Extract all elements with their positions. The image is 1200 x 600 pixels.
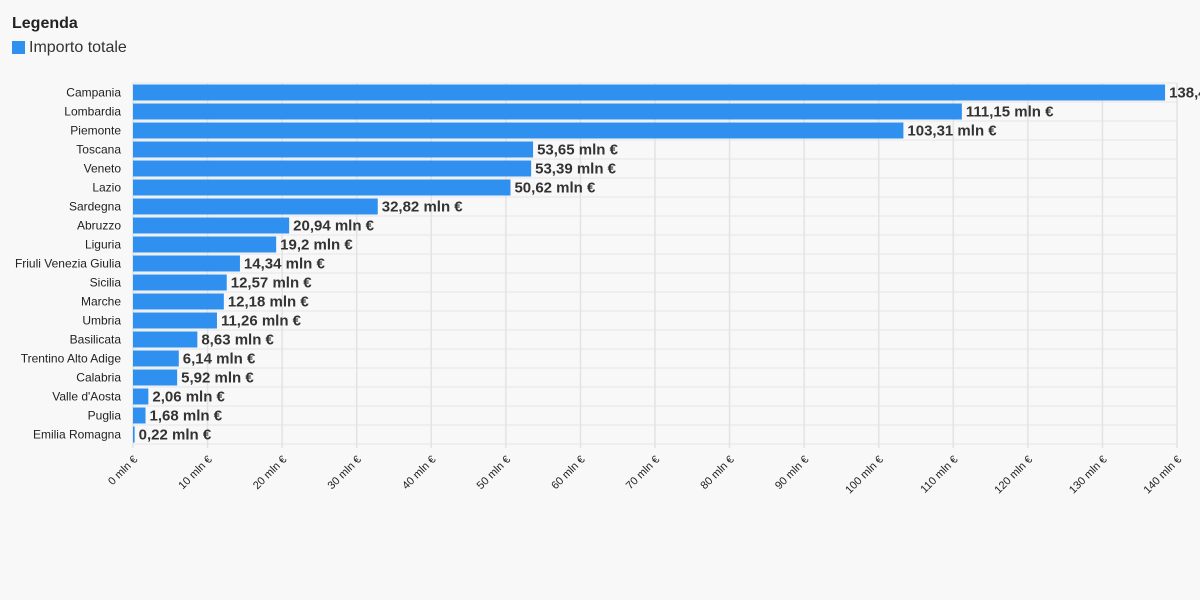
value-label: 2,06 mln € [152, 388, 225, 405]
y-tick-label: Sicilia [90, 276, 122, 290]
x-tick-label: 140 mln € [1142, 454, 1185, 497]
y-tick-label: Toscana [76, 143, 121, 157]
y-tick-label: Emilia Romagna [33, 428, 121, 442]
y-tick-label: Lombardia [64, 105, 121, 119]
bar [133, 84, 1166, 101]
value-label: 1,68 mln € [150, 407, 223, 424]
legend-swatch [12, 41, 25, 54]
bars: Campania 138,4 mln € Lombardia 111,15 mln €… [15, 84, 1200, 443]
x-tick-label: 40 mln € [400, 454, 438, 492]
x-tick-label: 20 mln € [251, 454, 289, 492]
x-tick-label: 90 mln € [773, 454, 811, 492]
bar [133, 293, 224, 310]
y-tick-label: Basilicata [70, 333, 122, 347]
y-tick-label: Calabria [76, 371, 121, 385]
legend-title: Legenda [12, 15, 78, 32]
value-label: 138,4 mln € [1169, 84, 1200, 101]
y-tick-label: Lazio [92, 181, 121, 195]
value-label: 5,92 mln € [181, 369, 254, 386]
value-label: 103,31 mln € [907, 122, 997, 139]
bar [133, 331, 198, 348]
bar [133, 141, 534, 158]
y-tick-label: Valle d'Aosta [52, 390, 121, 404]
x-tick-label: 50 mln € [475, 454, 513, 492]
bar [133, 369, 178, 386]
x-tick-label: 30 mln € [326, 454, 364, 492]
legend-label: Importo totale [29, 39, 127, 56]
value-label: 12,18 mln € [228, 293, 310, 310]
value-label: 6,14 mln € [183, 350, 256, 367]
x-tick-label: 10 mln € [176, 454, 214, 492]
y-tick-label: Sardegna [69, 200, 121, 214]
y-tick-label: Marche [81, 295, 121, 309]
bar [133, 255, 240, 272]
x-tick-label: 120 mln € [992, 454, 1035, 497]
value-label: 19,2 mln € [280, 236, 353, 253]
value-label: 8,63 mln € [201, 331, 274, 348]
y-tick-label: Trentino Alto Adige [21, 352, 122, 366]
x-tick-label: 130 mln € [1067, 454, 1110, 497]
x-tick-label: 60 mln € [549, 454, 587, 492]
bar [133, 312, 217, 329]
value-label: 32,82 mln € [382, 198, 464, 215]
bar [133, 274, 227, 291]
x-tick-label: 100 mln € [843, 454, 886, 497]
value-label: 50,62 mln € [514, 179, 596, 196]
bar [133, 236, 277, 253]
x-tick-label: 110 mln € [918, 454, 960, 496]
bar [133, 426, 135, 443]
bar [133, 217, 290, 234]
x-tick-label: 0 mln € [106, 454, 140, 488]
bar [133, 103, 962, 120]
value-label: 14,34 mln € [244, 255, 326, 272]
value-label: 0,22 mln € [139, 426, 212, 443]
y-tick-label: Puglia [88, 409, 122, 423]
value-label: 53,65 mln € [537, 141, 619, 158]
bar [133, 160, 532, 177]
y-tick-label: Abruzzo [77, 219, 121, 233]
value-label: 11,26 mln € [221, 312, 302, 329]
y-tick-label: Piemonte [70, 124, 121, 138]
y-tick-label: Campania [66, 86, 121, 100]
y-tick-label: Liguria [85, 238, 121, 252]
bar [133, 350, 179, 367]
x-tick-label: 80 mln € [698, 454, 736, 492]
value-label: 20,94 mln € [293, 217, 375, 234]
bar [133, 179, 511, 196]
value-label: 53,39 mln € [535, 160, 617, 177]
value-label: 111,15 mln € [966, 103, 1054, 120]
value-label: 12,57 mln € [231, 274, 313, 291]
y-tick-label: Friuli Venezia Giulia [15, 257, 121, 271]
bar [133, 407, 146, 424]
bar [133, 122, 904, 139]
x-tick-label: 70 mln € [624, 454, 662, 492]
y-tick-label: Veneto [84, 162, 122, 176]
y-tick-label: Umbria [82, 314, 121, 328]
bar [133, 198, 378, 215]
bar [133, 388, 149, 405]
